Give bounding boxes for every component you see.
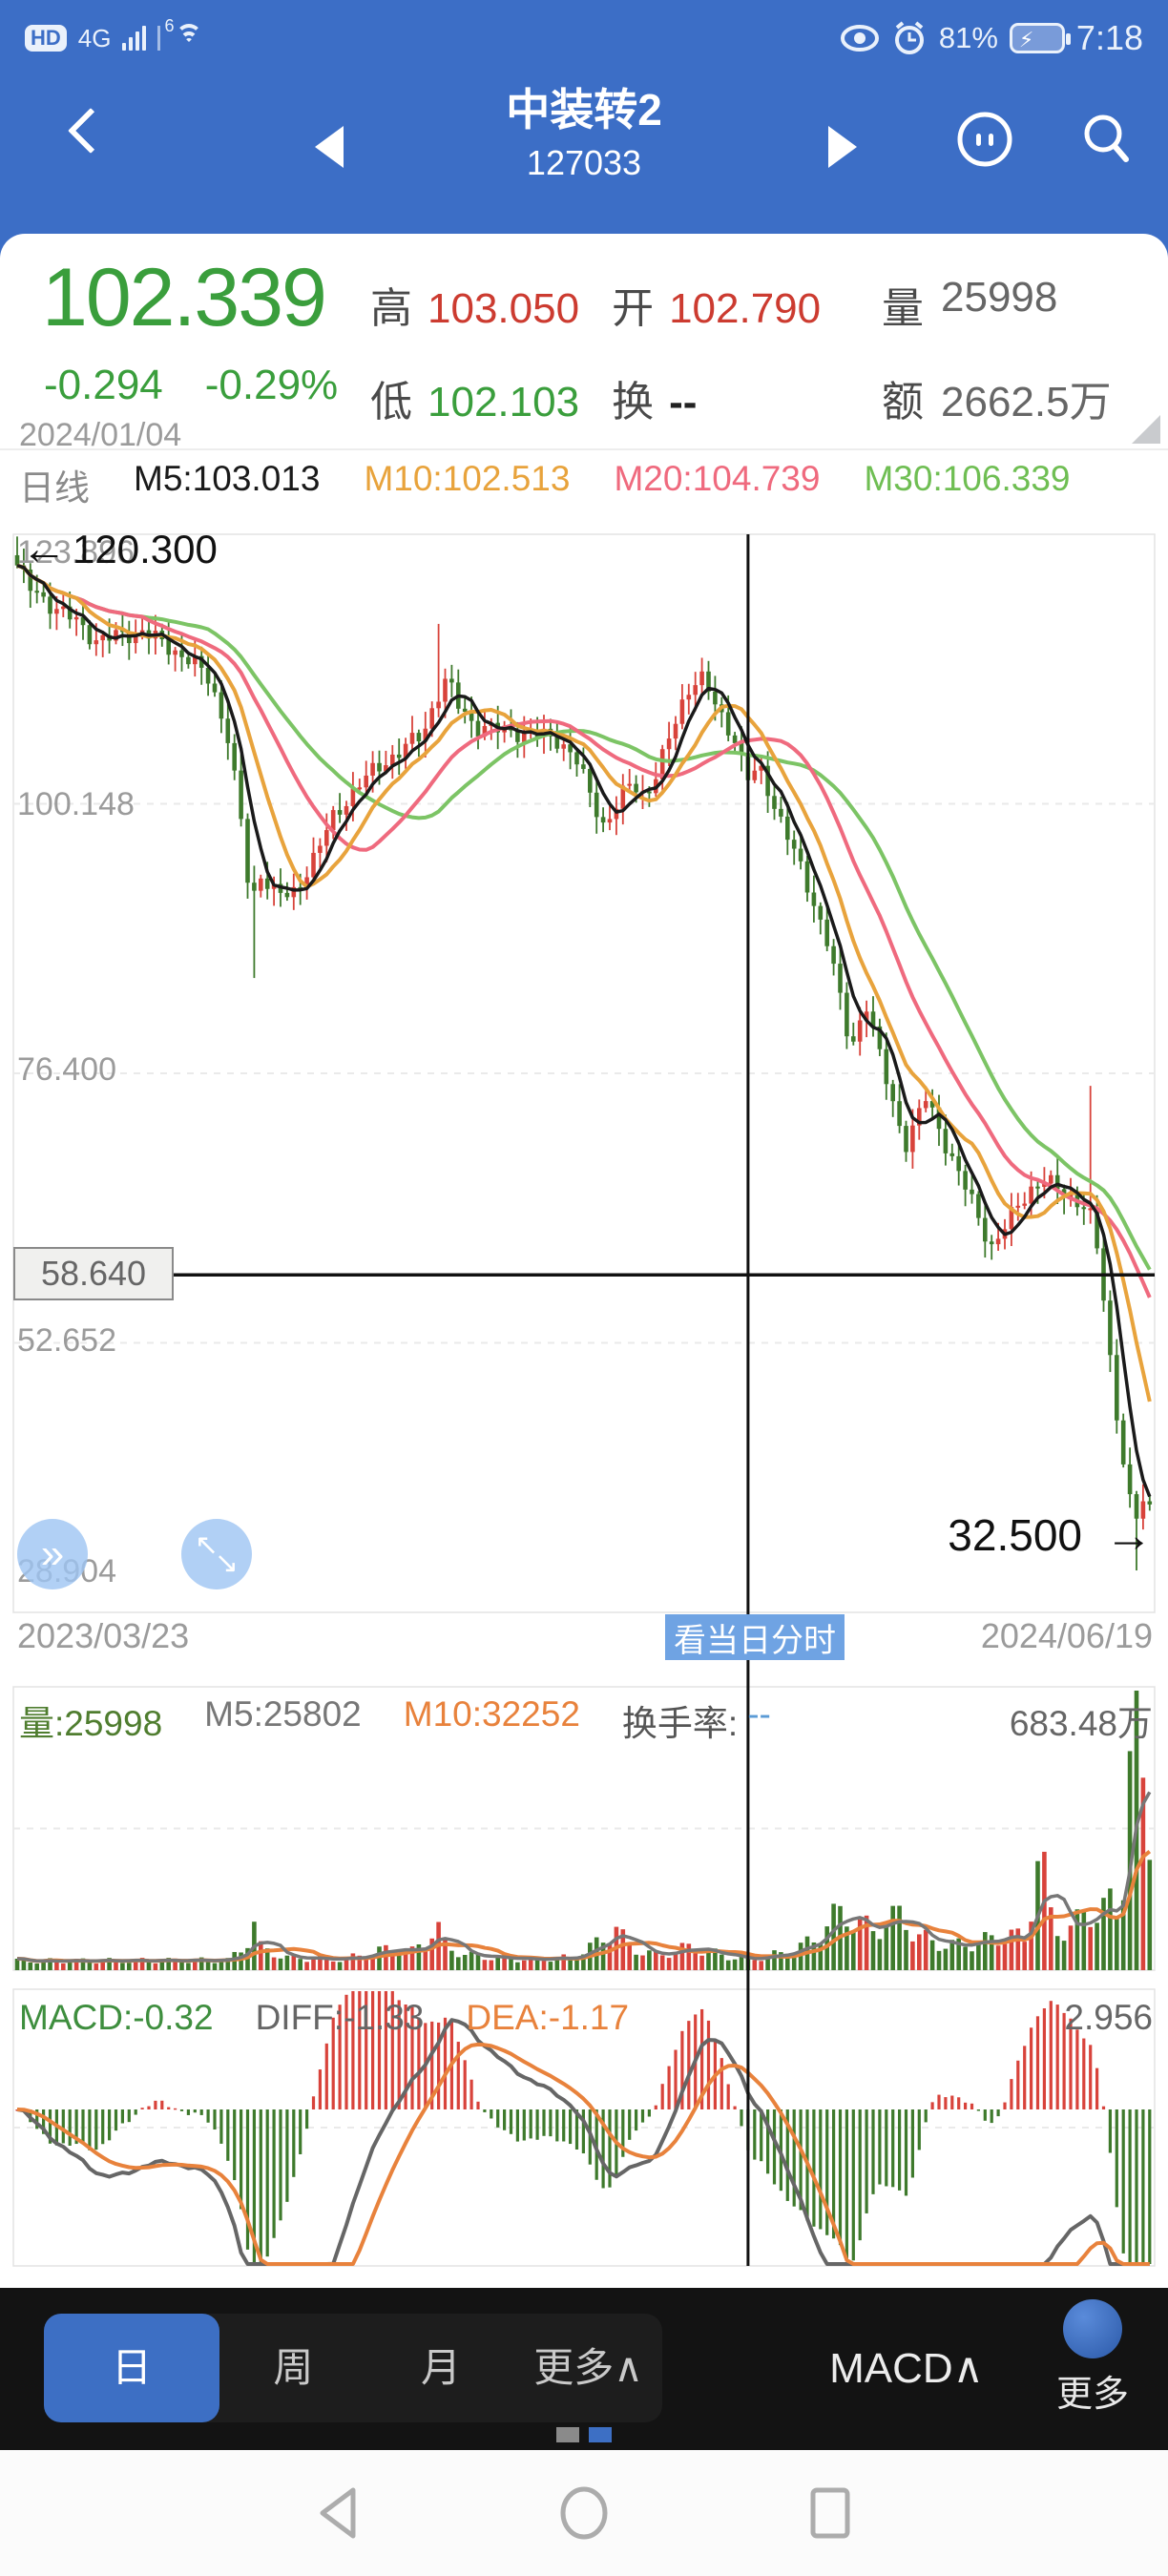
indicator-selector[interactable]: MACD∧ xyxy=(829,2345,984,2392)
expand-corner-handle[interactable] xyxy=(1132,415,1160,444)
next-stock-icon[interactable] xyxy=(828,126,857,168)
macd-axis-max: 2.956 xyxy=(1064,1998,1153,2037)
price-change-percent: -0.29% xyxy=(204,362,339,408)
stock-code: 127033 xyxy=(526,142,642,182)
ma30-value: M30:106.339 xyxy=(864,459,1071,498)
low-label: 低 xyxy=(370,379,412,426)
battery-percent-label: 81% xyxy=(938,21,998,54)
x-axis-end-date: 2024/06/19 xyxy=(980,1616,1153,1655)
app-header: 中装转2 127033 xyxy=(0,76,1168,234)
alarm-icon xyxy=(894,21,924,54)
y-axis-label-100: 100.148 xyxy=(17,786,135,822)
volume-ma5: M5:25802 xyxy=(204,1694,362,1734)
more-button[interactable]: 更多 xyxy=(1040,2296,1145,2417)
turnover-rate-label: 换手率: xyxy=(621,1704,739,1743)
high-value: 103.050 xyxy=(428,285,580,332)
divider xyxy=(0,448,1168,450)
more-options-icon[interactable] xyxy=(954,109,1015,170)
macd-legend[interactable]: MACD:-0.32 DIFF:-1.33 DEA:-1.17 xyxy=(19,1998,1155,2038)
fullscreen-button[interactable]: ↖ ↘ xyxy=(181,1519,252,1589)
diff-value: DIFF:-1.33 xyxy=(255,1998,425,2037)
nav-home-icon[interactable] xyxy=(557,2486,611,2540)
ma10-value: M10:102.513 xyxy=(364,459,571,498)
volume-label: 量 xyxy=(882,285,924,332)
hd-volte-icon: HD xyxy=(25,25,67,52)
page-dot-inactive xyxy=(556,2427,579,2442)
search-icon[interactable] xyxy=(1076,109,1137,170)
period-tab-group: 日 周 月 更多∧ xyxy=(44,2314,662,2422)
nav-back-icon[interactable] xyxy=(315,2486,361,2540)
view-intraday-button[interactable]: 看当日分时 xyxy=(665,1614,845,1660)
period-low-marker: 32.500 → xyxy=(948,1508,1153,1562)
high-label: 高 xyxy=(370,285,412,332)
kline-chart[interactable] xyxy=(0,520,1168,2271)
amount-value: 2662.5万 xyxy=(941,379,1112,426)
bottom-toolbar: 日 周 月 更多∧ MACD∧ 更多 xyxy=(0,2288,1168,2450)
sim-divider xyxy=(157,26,161,51)
expand-arrow-icon: ↘ xyxy=(214,1548,239,1579)
volume-axis-max: 683.48万 xyxy=(1009,1704,1153,1743)
volume-legend[interactable]: 量:25998 M5:25802 M10:32252 换手率: -- xyxy=(19,1694,1155,1746)
volume-ma10: M10:32252 xyxy=(403,1694,580,1734)
tab-monthly[interactable]: 月 xyxy=(421,2345,462,2390)
prev-stock-icon[interactable] xyxy=(315,126,344,168)
page-title: 中装转2 xyxy=(506,85,662,135)
left-arrow-icon: ← xyxy=(21,524,67,574)
next-page-button[interactable]: » xyxy=(17,1519,88,1589)
page-dot-active xyxy=(589,2427,612,2442)
low-value: 102.103 xyxy=(428,379,580,426)
signal-strength-icon xyxy=(122,26,147,51)
tab-more-periods[interactable]: 更多∧ xyxy=(533,2345,644,2390)
amount-label: 额 xyxy=(882,379,924,426)
crosshair-price-box: 58.640 xyxy=(13,1247,174,1300)
ma-legend[interactable]: 日线 M5:103.013 M10:102.513 M20:104.739 M3… xyxy=(19,459,1164,510)
volume-value-label: 量:25998 xyxy=(19,1704,163,1743)
quote-card: 102.339 -0.294 -0.29% 高 103.050 开 102.79… xyxy=(0,234,1168,2290)
open-label: 开 xyxy=(612,285,655,332)
y-axis-label-76: 76.400 xyxy=(17,1051,116,1088)
more-avatar-icon xyxy=(1063,2299,1122,2358)
period-label: 日线 xyxy=(19,468,90,508)
nav-recents-icon[interactable] xyxy=(807,2486,853,2540)
system-nav-bar xyxy=(0,2450,1168,2576)
y-axis-label-52: 52.652 xyxy=(17,1322,116,1359)
wifi6-icon: 6 xyxy=(164,16,210,52)
crosshair-date: 2024/01/04 xyxy=(19,417,182,453)
status-bar: HD 4G 6 81% ⚡ xyxy=(0,0,1168,76)
last-price: 102.339 xyxy=(42,252,327,343)
price-change: -0.294 xyxy=(44,362,163,408)
period-high-marker: ← 120.300 xyxy=(21,524,218,574)
tab-weekly[interactable]: 周 xyxy=(273,2345,314,2390)
network-type-label: 4G xyxy=(77,23,112,52)
tab-daily[interactable]: 日 xyxy=(44,2314,219,2422)
macd-value: MACD:-0.32 xyxy=(19,1998,214,2037)
turnover-label: 换 xyxy=(612,379,655,426)
right-arrow-icon: → xyxy=(1105,1508,1153,1562)
expand-arrow-icon: ↖ xyxy=(195,1529,219,1561)
page-indicator xyxy=(556,2427,612,2442)
turnover-rate-value: -- xyxy=(747,1694,771,1734)
ma5-value: M5:103.013 xyxy=(134,459,321,498)
battery-charging-icon: ⚡ xyxy=(1009,23,1071,53)
eye-protection-icon xyxy=(840,25,879,52)
y-axis-max-label: 123.896 xyxy=(17,534,135,571)
quote-summary[interactable]: 102.339 -0.294 -0.29% 高 103.050 开 102.79… xyxy=(0,234,1168,453)
clock-label: 7:18 xyxy=(1075,18,1143,57)
x-axis-start-date: 2023/03/23 xyxy=(17,1616,190,1655)
ma20-value: M20:104.739 xyxy=(614,459,821,498)
turnover-value: -- xyxy=(669,379,698,426)
open-value: 102.790 xyxy=(669,285,822,332)
dea-value: DEA:-1.17 xyxy=(466,1998,630,2037)
volume-value: 25998 xyxy=(941,274,1058,321)
